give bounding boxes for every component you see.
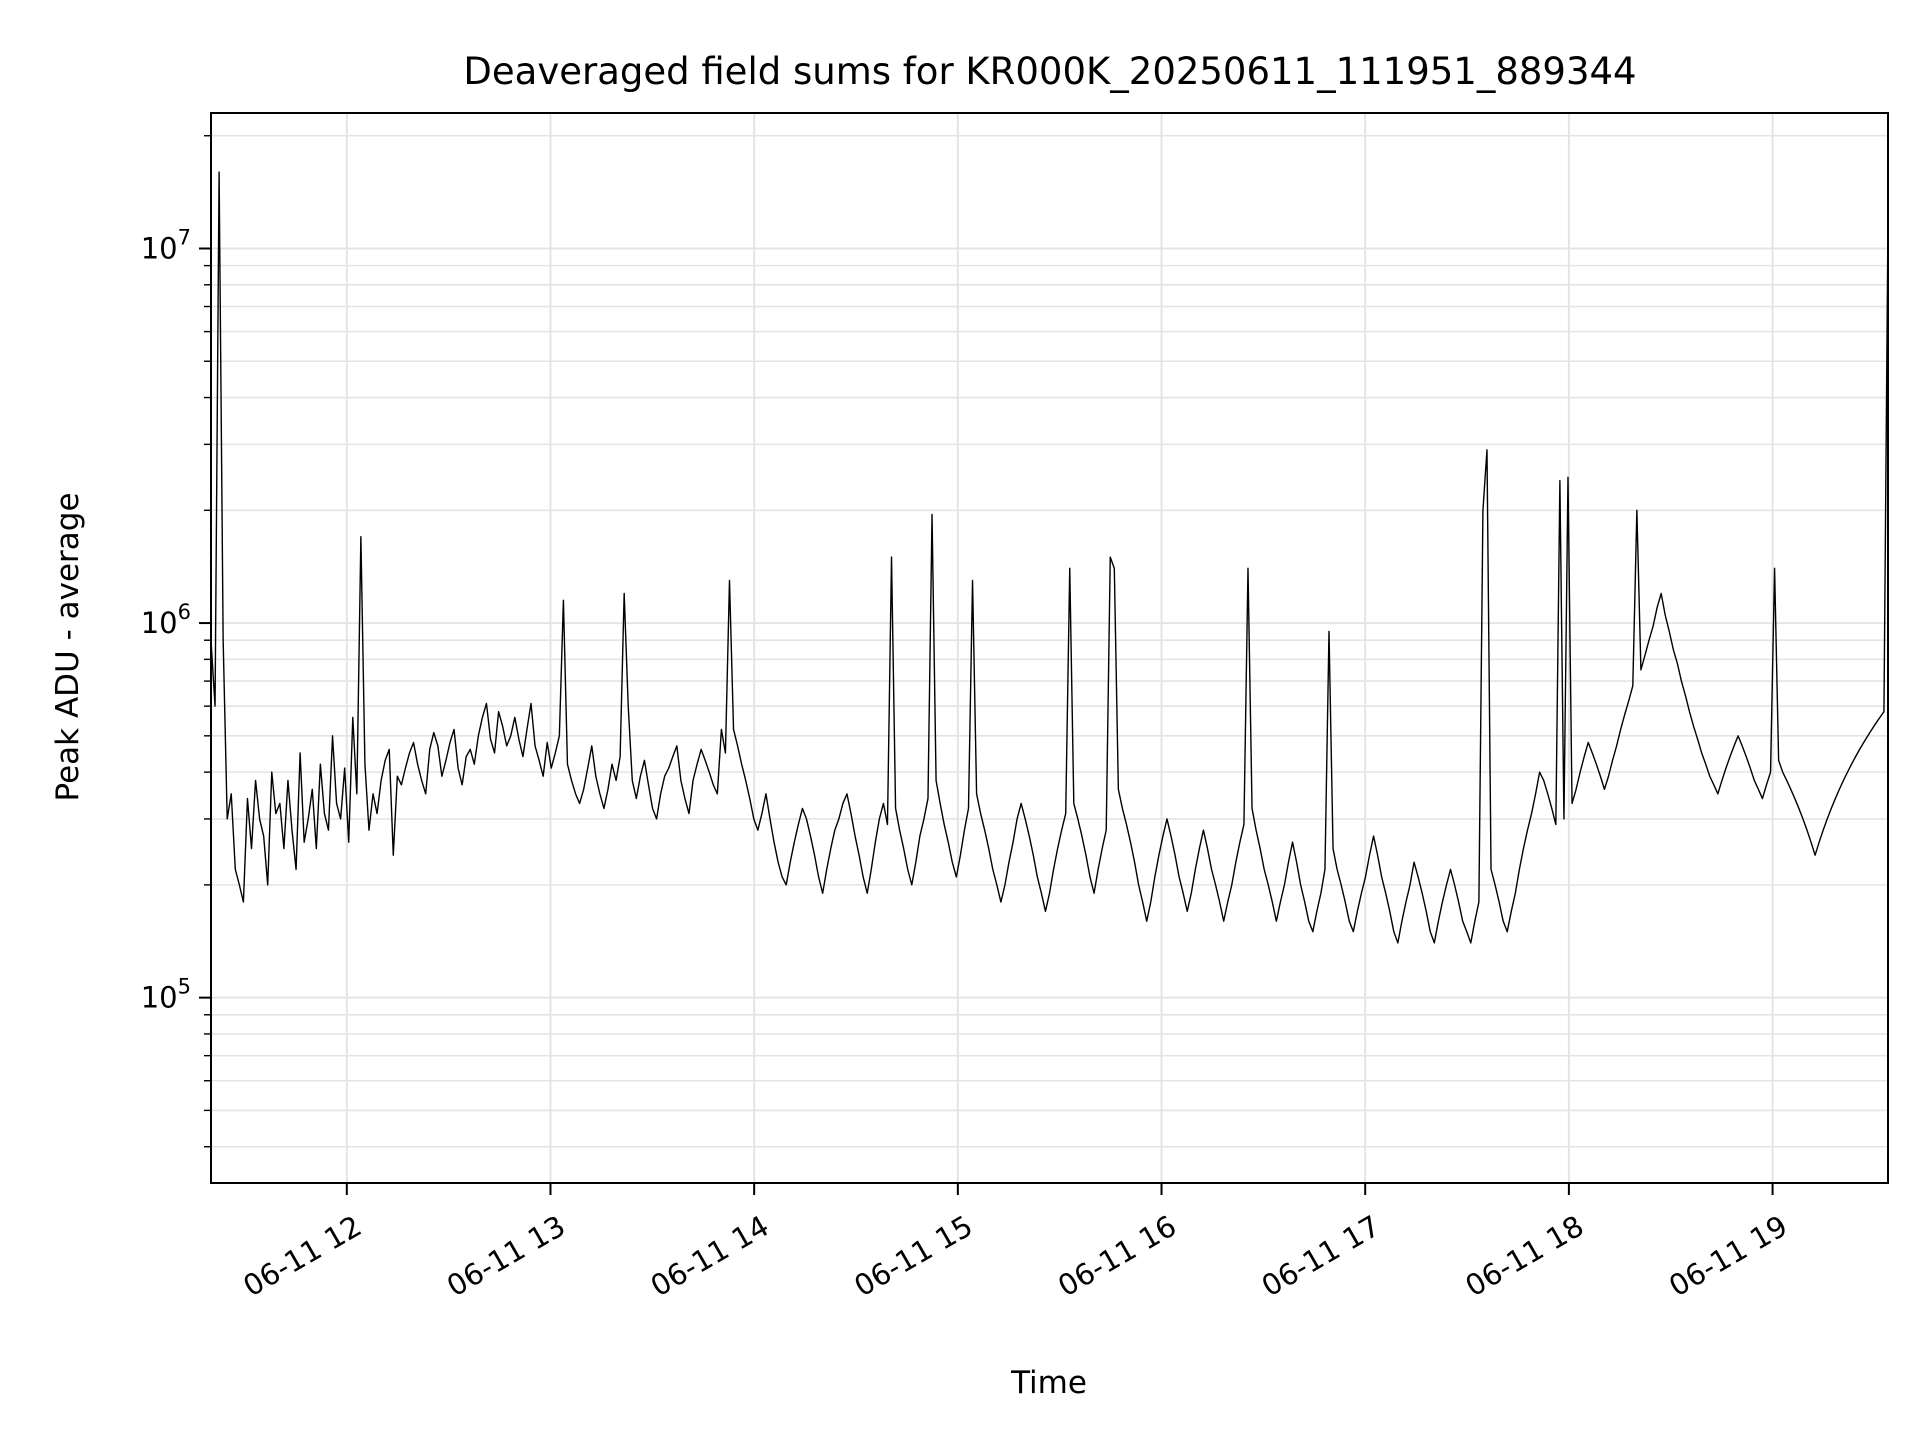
x-axis-label: Time [1010, 1365, 1087, 1401]
chart-title: Deaveraged field sums for KR000K_2025061… [463, 50, 1636, 93]
y-tick-label: 106 [141, 600, 191, 640]
y-tick-label: 105 [141, 975, 191, 1015]
series-line [210, 171, 1889, 944]
y-axis-ticks: 105 106 107 [141, 135, 211, 1148]
grid [211, 113, 1888, 1183]
y-axis-label: Peak ADU - average [50, 492, 86, 801]
y-tick-label: 107 [141, 225, 191, 265]
plot-frame [210, 112, 1889, 1184]
series-layer [210, 171, 1889, 944]
